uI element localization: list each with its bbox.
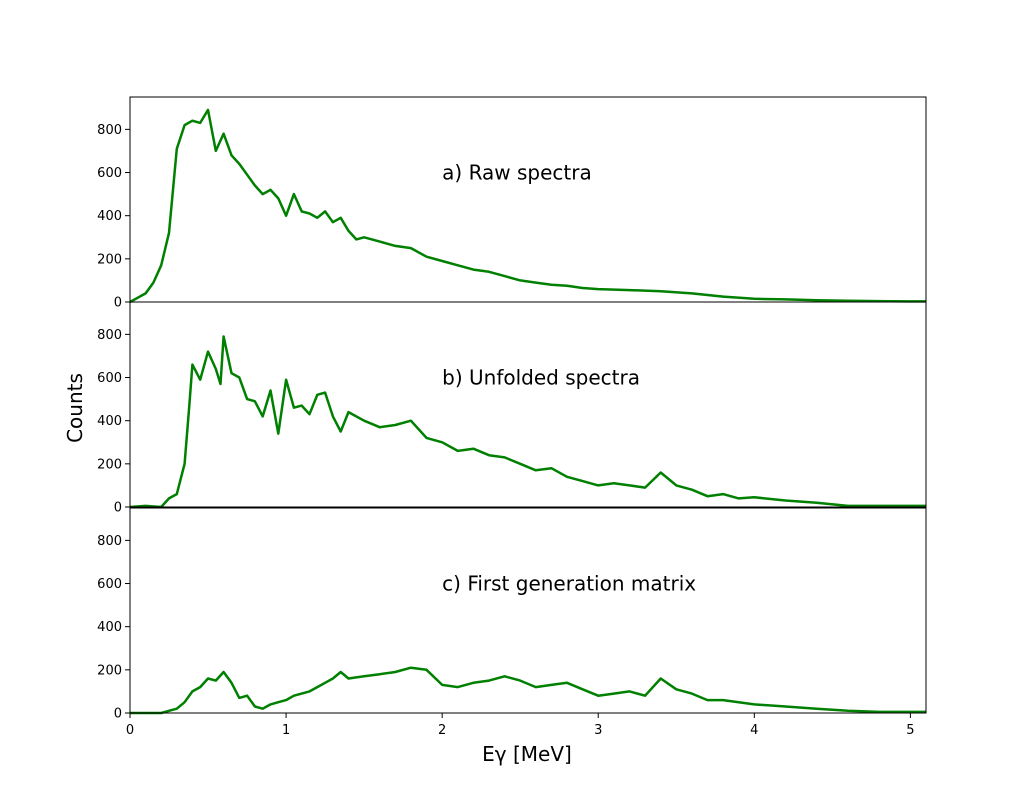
y-tick-label: 0 (114, 296, 122, 311)
panel-label: c) First generation matrix (442, 572, 696, 596)
panel-label: a) Raw spectra (442, 161, 592, 185)
series-line-panel-1 (129, 108, 926, 304)
panel-1: 0 200 400 600 800 a) Raw spectra (97, 96, 927, 311)
panel-label: b) Unfolded spectra (442, 366, 640, 390)
series-line-panel-3 (130, 666, 926, 715)
x-tick-label: 2 (438, 723, 446, 738)
y-tick-label: 200 (97, 252, 122, 267)
panel-2: 0 200 400 600 800 b) Unfolded spectra (97, 301, 927, 516)
y-tick-label: 800 (97, 534, 122, 549)
panel-frame (129, 507, 927, 714)
y-tick-label: 600 (97, 371, 122, 386)
y-tick-label: 600 (97, 577, 122, 592)
y-tick-label: 800 (97, 123, 122, 138)
x-tick-label: 1 (282, 723, 290, 738)
x-tick-label: 5 (906, 723, 914, 738)
panel-frame (129, 96, 927, 303)
y-tick-label: 400 (97, 620, 122, 635)
y-tick-label: 0 (114, 501, 122, 516)
panel-frame (129, 301, 927, 508)
x-tick-label: 0 (126, 723, 134, 738)
y-tick-label: 400 (97, 209, 122, 224)
y-tick-label: 400 (97, 414, 122, 429)
y-tick-label: 0 (114, 707, 122, 722)
y-tick-label: 800 (97, 328, 122, 343)
panel-3: 0 200 400 600 800 c) First generation matrix 0… (97, 507, 927, 738)
y-axis-title: Counts (63, 373, 87, 443)
y-tick-label: 600 (97, 166, 122, 181)
x-tick-label: 3 (594, 723, 602, 738)
y-tick-label: 200 (97, 663, 122, 678)
y-tick-label: 200 (97, 457, 122, 472)
x-axis-title: Eγ [MeV] (482, 742, 572, 766)
series-line-panel-2 (129, 335, 926, 509)
x-tick-label: 4 (750, 723, 758, 738)
